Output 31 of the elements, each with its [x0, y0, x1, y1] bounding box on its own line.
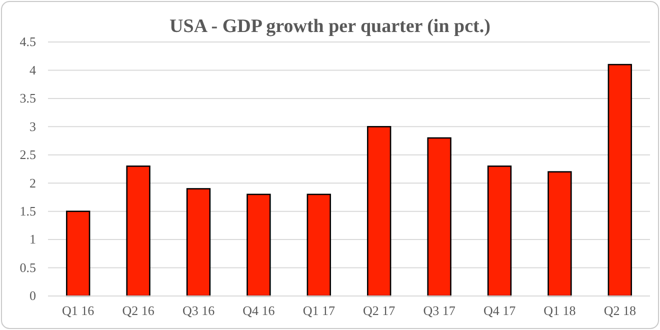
x-tick-label: Q2 17: [363, 303, 396, 318]
x-tick-label: Q1 17: [302, 303, 336, 318]
x-tick-label: Q3 16: [182, 303, 216, 318]
bar: [126, 166, 150, 297]
y-tick-label: 3.5: [20, 90, 36, 106]
bar: [306, 194, 331, 297]
x-tick-label: Q2 16: [122, 303, 155, 318]
y-tick-label: 4: [30, 62, 36, 78]
y-tick-label: 2.5: [20, 147, 36, 162]
bar: [548, 171, 572, 297]
x-tick-label: Q1 16: [62, 303, 95, 318]
bar: [246, 194, 271, 297]
x-tick-label: Q2 18: [604, 303, 636, 318]
y-tick-label: 0: [30, 288, 36, 304]
bar: [186, 188, 211, 297]
x-tick-label: Q3 17: [423, 303, 456, 318]
x-tick-label: Q1 18: [544, 303, 576, 318]
bar: [66, 210, 90, 297]
bar: [367, 126, 392, 297]
bar: [427, 137, 452, 297]
y-tick-label: 2: [30, 175, 36, 190]
y-tick-label: 1: [30, 232, 36, 247]
y-tick-label: 4.5: [20, 34, 36, 50]
y-tick-label: 1.5: [20, 203, 36, 218]
x-tick-label: Q4 16: [242, 303, 276, 318]
y-tick-label: 0.5: [20, 260, 36, 275]
bar: [487, 166, 512, 297]
x-tick-label: Q4 17: [483, 303, 516, 318]
y-tick-label: 3: [30, 118, 36, 134]
bar: [608, 64, 632, 297]
chart-title: USA - GDP growth per quarter (in pct.): [170, 16, 490, 37]
